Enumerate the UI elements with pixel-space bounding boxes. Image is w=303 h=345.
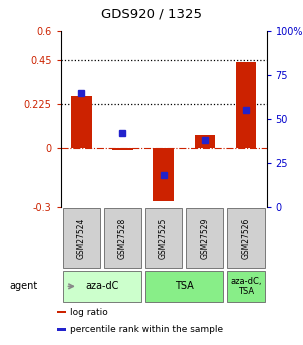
Bar [195, 135, 215, 148]
Text: GSM27524: GSM27524 [77, 217, 86, 259]
Bar [57, 311, 66, 313]
Bar [228, 208, 265, 268]
Bar [112, 148, 133, 150]
Text: GSM27529: GSM27529 [200, 217, 209, 259]
Bar [57, 328, 66, 331]
Text: GSM27526: GSM27526 [241, 217, 251, 259]
Bar [71, 96, 92, 148]
Text: TSA: TSA [175, 282, 194, 291]
Bar [145, 208, 182, 268]
Text: GSM27525: GSM27525 [159, 217, 168, 259]
Bar [63, 271, 141, 302]
Text: percentile rank within the sample: percentile rank within the sample [70, 325, 223, 334]
Text: agent: agent [9, 282, 37, 291]
Text: GDS920 / 1325: GDS920 / 1325 [101, 8, 202, 21]
Bar [228, 271, 265, 302]
Bar [145, 271, 223, 302]
Text: aza-dC: aza-dC [85, 282, 118, 291]
Text: log ratio: log ratio [70, 308, 108, 317]
Bar [104, 208, 141, 268]
Text: GSM27528: GSM27528 [118, 217, 127, 259]
Bar [63, 208, 100, 268]
Bar [186, 208, 223, 268]
Text: aza-dC,
TSA: aza-dC, TSA [230, 277, 262, 296]
Bar [153, 148, 174, 201]
Bar [236, 62, 256, 148]
